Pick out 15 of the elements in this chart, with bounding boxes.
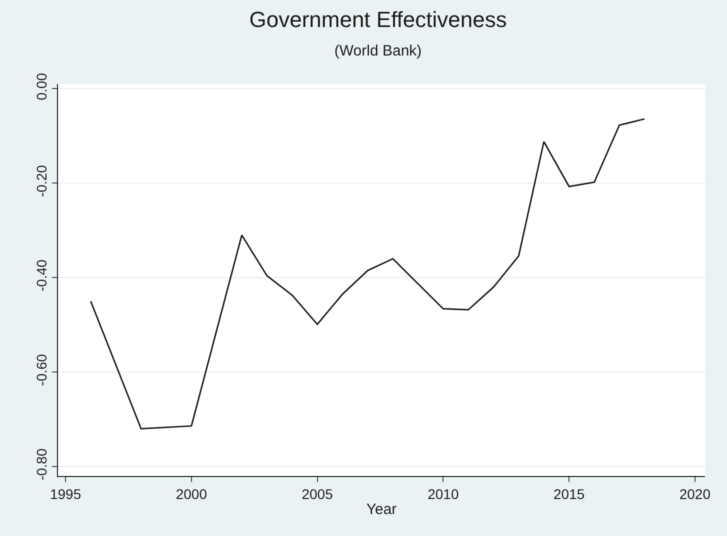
x-tick-label: 2005 (302, 486, 334, 502)
x-tick-label: 1995 (50, 486, 82, 502)
chart-subtitle: (World Bank) (334, 42, 422, 60)
x-tick-label: 2010 (428, 486, 459, 502)
chart-title: Government Effectiveness (249, 6, 507, 32)
x-axis-title: Year (366, 500, 397, 518)
x-tick-label: 2000 (176, 486, 208, 502)
line-series (90, 118, 646, 430)
y-tick-label: -0.20 (33, 164, 50, 198)
y-tick-label: -0.80 (33, 448, 50, 480)
y-tick-label: -0.60 (33, 354, 50, 386)
x-tick-label: 2020 (679, 486, 711, 502)
y-tick-label: 0.00 (33, 72, 50, 100)
y-tick-label: -0.40 (33, 259, 50, 292)
x-tick-label: 2015 (553, 486, 585, 502)
